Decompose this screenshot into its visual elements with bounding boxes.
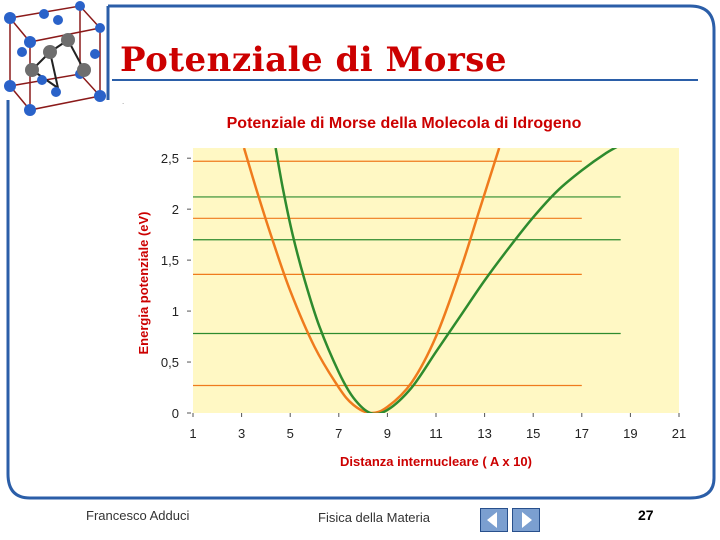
x-tick-label: 17 bbox=[575, 426, 589, 441]
orange-potential-curve bbox=[242, 148, 501, 413]
frame-border bbox=[6, 4, 716, 500]
x-tick-label: 9 bbox=[384, 426, 391, 441]
morse-potential-chart: Potenziale di Morse della Molecola di Id… bbox=[122, 97, 686, 469]
energy-levels bbox=[193, 160, 621, 387]
x-tick-label: 11 bbox=[429, 426, 443, 441]
x-tick-label: 13 bbox=[477, 426, 491, 441]
curves bbox=[242, 148, 618, 413]
green-potential-curve bbox=[274, 148, 618, 413]
y-tick-label: 0,5 bbox=[161, 355, 179, 370]
footer-author: Francesco Adduci bbox=[86, 508, 190, 523]
x-tick-label: 1 bbox=[189, 426, 196, 441]
slide-title: Potenziale di Morse bbox=[120, 40, 508, 80]
plot-area bbox=[193, 148, 679, 413]
y-tick-label: 1,5 bbox=[161, 253, 179, 268]
x-tick-label: 7 bbox=[335, 426, 342, 441]
page-number: 27 bbox=[638, 507, 654, 523]
crystal-lattice-logo bbox=[4, 1, 106, 116]
y-tick-label: 2 bbox=[172, 202, 179, 217]
next-slide-button[interactable] bbox=[512, 508, 540, 532]
chart-title: Potenziale di Morse della Molecola di Id… bbox=[227, 115, 582, 132]
previous-slide-button[interactable] bbox=[480, 508, 508, 532]
x-tick-label: 5 bbox=[287, 426, 294, 441]
y-axis-label: Energia potenziale (eV) bbox=[136, 211, 151, 354]
y-tick-label: 0 bbox=[172, 406, 179, 421]
footer-course: Fisica della Materia bbox=[318, 510, 430, 525]
x-tick-label: 19 bbox=[623, 426, 637, 441]
triangle-right-icon bbox=[522, 512, 532, 528]
x-tick-label: 21 bbox=[672, 426, 686, 441]
y-tick-label: 1 bbox=[172, 304, 179, 319]
x-axis-label: Distanza internucleare ( A x 10) bbox=[340, 454, 532, 469]
chart-panel: Potenziale di Morse della Molecola di Id… bbox=[118, 96, 690, 474]
x-tick-label: 3 bbox=[238, 426, 245, 441]
y-tick-label: 2,5 bbox=[161, 151, 179, 166]
x-tick-label: 15 bbox=[526, 426, 540, 441]
triangle-left-icon bbox=[487, 512, 497, 528]
panel-corner-mark: . bbox=[122, 97, 124, 106]
